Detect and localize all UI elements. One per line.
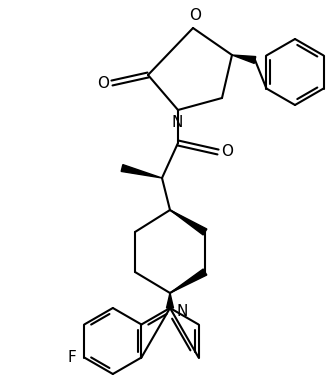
Polygon shape (170, 210, 207, 235)
Polygon shape (167, 293, 174, 308)
Text: N: N (171, 115, 183, 130)
Text: N: N (176, 304, 187, 318)
Polygon shape (232, 55, 256, 63)
Text: O: O (221, 144, 233, 160)
Text: F: F (67, 350, 76, 365)
Polygon shape (170, 269, 207, 293)
Text: O: O (97, 75, 109, 91)
Text: O: O (189, 8, 201, 23)
Polygon shape (121, 164, 162, 178)
